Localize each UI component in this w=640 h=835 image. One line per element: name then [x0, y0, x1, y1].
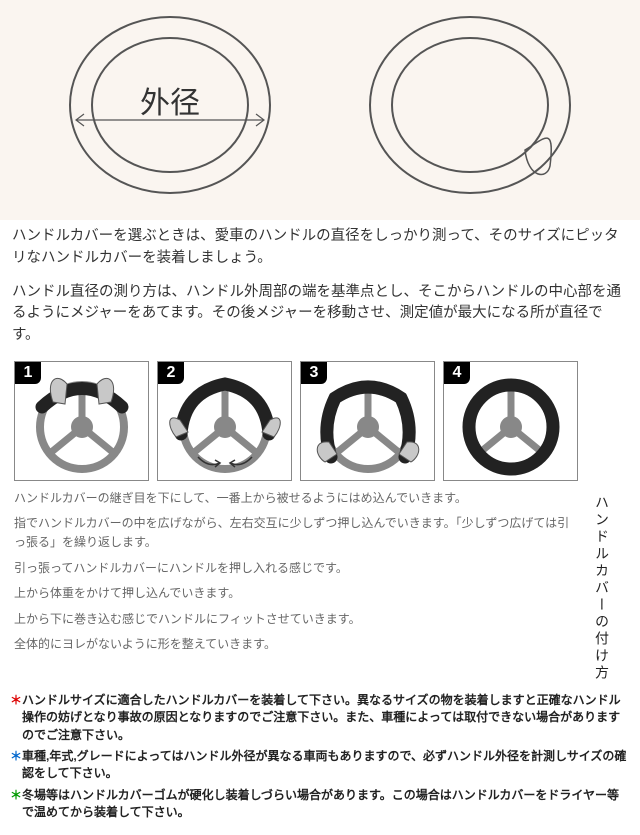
step-1: 1	[14, 361, 149, 481]
outer-diameter-diagram: 外径	[50, 10, 290, 205]
note-text: 冬場等はハンドルカバーゴムが硬化し装着しづらい場合があります。この場合はハンドル…	[22, 788, 619, 819]
diameter-diagram-section: 外径	[0, 0, 640, 220]
instruction-line: ハンドルカバーの継ぎ目を下にして、一番上から被せるようにはめ込んでいきます。	[14, 489, 576, 508]
intro-text: ハンドルカバーを選ぶときは、愛車のハンドルの直径をしっかり測って、そのサイズにピ…	[0, 220, 640, 276]
note-3: ＊冬場等はハンドルカバーゴムが硬化し装着しづらい場合があります。この場合はハンド…	[10, 787, 630, 822]
step-number: 1	[15, 362, 41, 384]
step-number: 4	[444, 362, 470, 384]
instruction-line: 全体的にヨレがないように形を整えていきます。	[14, 635, 576, 654]
instruction-list: ハンドルカバーの継ぎ目を下にして、一番上から被せるようにはめ込んでいきます。 指…	[14, 489, 586, 682]
step-number: 2	[158, 362, 184, 384]
intro-p2: ハンドル直径の測り方は、ハンドル外周部の端を基準点とし、そこからハンドルの中心部…	[12, 282, 628, 347]
installation-steps: 1 2 3 4	[0, 353, 640, 485]
diameter-label: 外径	[140, 87, 200, 120]
caution-notes: ＊ハンドルサイズに適合したハンドルカバーを装着して下さい。異なるサイズの物を装着…	[0, 690, 640, 835]
note-2: ＊車種,年式,グレードによってはハンドル外径が異なる車両もありますので、必ずハン…	[10, 748, 630, 783]
instruction-line: 指でハンドルカバーの中を広げながら、左右交互に少しずつ押し込んでいきます。「少し…	[14, 514, 576, 551]
instructions-section: ハンドルカバーの継ぎ目を下にして、一番上から被せるようにはめ込んでいきます。 指…	[0, 485, 640, 690]
instruction-line: 上から体重をかけて押し込んでいきます。	[14, 584, 576, 603]
inner-diameter-diagram	[350, 10, 590, 205]
asterisk-icon: ＊	[10, 788, 22, 802]
step-number: 3	[301, 362, 327, 384]
step-3: 3	[300, 361, 435, 481]
vertical-heading: ハンドルカバーの付け方	[586, 489, 626, 682]
step-4: 4	[443, 361, 578, 481]
intro-p1: ハンドルカバーを選ぶときは、愛車のハンドルの直径をしっかり測って、そのサイズにピ…	[12, 226, 628, 270]
note-1: ＊ハンドルサイズに適合したハンドルカバーを装着して下さい。異なるサイズの物を装着…	[10, 692, 630, 744]
asterisk-icon: ＊	[10, 749, 22, 763]
step-2: 2	[157, 361, 292, 481]
note-text: 車種,年式,グレードによってはハンドル外径が異なる車両もありますので、必ずハンド…	[22, 749, 626, 780]
instruction-line: 引っ張ってハンドルカバーにハンドルを押し入れる感じです。	[14, 559, 576, 578]
measure-text: ハンドル直径の測り方は、ハンドル外周部の端を基準点とし、そこからハンドルの中心部…	[0, 276, 640, 353]
note-text: ハンドルサイズに適合したハンドルカバーを装着して下さい。異なるサイズの物を装着し…	[22, 693, 621, 742]
instruction-line: 上から下に巻き込む感じでハンドルにフィットさせていきます。	[14, 610, 576, 629]
asterisk-icon: ＊	[10, 693, 22, 707]
